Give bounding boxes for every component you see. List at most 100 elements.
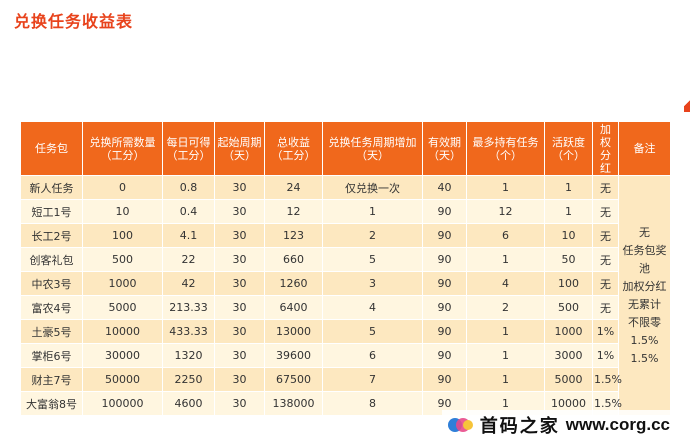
- cell-exchange-cost: 5000: [82, 295, 163, 320]
- note-line: 不限零: [628, 315, 661, 329]
- cell-start-period: 30: [214, 223, 265, 248]
- cell-weighted-dividend: 1%: [592, 319, 619, 344]
- cell-activity: 50: [544, 247, 593, 272]
- cell-total-earn: 12: [264, 199, 323, 224]
- note-line: 1.5%: [630, 351, 659, 365]
- cell-task-pack: 长工2号: [20, 223, 83, 248]
- cell-valid-days: 90: [422, 295, 467, 320]
- cell-task-pack: 土豪5号: [20, 319, 83, 344]
- cell-total-earn: 13000: [264, 319, 323, 344]
- cell-start-period: 30: [214, 271, 265, 296]
- cell-weighted-dividend: 无: [592, 199, 619, 224]
- cell-period-increase: 6: [322, 343, 423, 368]
- cell-max-hold: 1: [466, 175, 545, 200]
- table-row: 土豪5号 10000 433.33 30 13000 5 90 1 1000 1%: [20, 319, 671, 344]
- watermark-logo-icon: [447, 416, 474, 434]
- note-line: 无累计: [628, 297, 661, 311]
- header-notes: 备注: [618, 121, 671, 176]
- cell-weighted-dividend: 1.5%: [592, 367, 622, 392]
- note-line: 1.5%: [630, 333, 659, 347]
- cell-valid-days: 90: [422, 319, 467, 344]
- note-line: 任务包奖池: [622, 243, 667, 275]
- cell-activity: 3000: [544, 343, 593, 368]
- table-row: 富农4号 5000 213.33 30 6400 4 90 2 500 无: [20, 295, 671, 320]
- header-max-hold: 最多持有任务（个）: [466, 121, 545, 176]
- cell-activity: 5000: [544, 367, 593, 392]
- cell-valid-days: 90: [422, 247, 467, 272]
- cell-daily-earn: 42: [162, 271, 215, 296]
- cell-daily-earn: 22: [162, 247, 215, 272]
- table-row: 掌柜6号 30000 1320 30 39600 6 90 1 3000 1%: [20, 343, 671, 368]
- cell-total-earn: 67500: [264, 367, 323, 392]
- cell-task-pack: 掌柜6号: [20, 343, 83, 368]
- cell-weighted-dividend: 无: [592, 247, 619, 272]
- cell-valid-days: 90: [422, 199, 467, 224]
- cell-weighted-dividend: 无: [592, 295, 619, 320]
- cell-exchange-cost: 100: [82, 223, 163, 248]
- cell-start-period: 30: [214, 391, 265, 416]
- header-valid-days: 有效期（天）: [422, 121, 467, 176]
- cell-daily-earn: 1320: [162, 343, 215, 368]
- cell-max-hold: 1: [466, 319, 545, 344]
- cell-exchange-cost: 50000: [82, 367, 163, 392]
- cell-start-period: 30: [214, 175, 265, 200]
- cell-max-hold: 2: [466, 295, 545, 320]
- cell-period-increase: 4: [322, 295, 423, 320]
- cell-daily-earn: 4.1: [162, 223, 215, 248]
- cell-total-earn: 6400: [264, 295, 323, 320]
- cell-exchange-cost: 30000: [82, 343, 163, 368]
- cell-total-earn: 138000: [264, 391, 323, 416]
- cell-start-period: 30: [214, 295, 265, 320]
- cell-weighted-dividend: 无: [592, 223, 619, 248]
- cell-task-pack: 短工1号: [20, 199, 83, 224]
- header-start-period: 起始周期（天）: [214, 121, 265, 176]
- cell-task-pack: 财主7号: [20, 367, 83, 392]
- cell-max-hold: 6: [466, 223, 545, 248]
- header-task-pack: 任务包: [20, 121, 83, 176]
- cell-total-earn: 123: [264, 223, 323, 248]
- header-activity: 活跃度（个）: [544, 121, 593, 176]
- watermark-site-url: www.corg.cc: [565, 415, 670, 434]
- table-row: 中农3号 1000 42 30 1260 3 90 4 100 无: [20, 271, 671, 296]
- cell-period-increase: 2: [322, 223, 423, 248]
- cell-max-hold: 1: [466, 343, 545, 368]
- cell-daily-earn: 0.8: [162, 175, 215, 200]
- cell-exchange-cost: 10: [82, 199, 163, 224]
- cell-valid-days: 90: [422, 223, 467, 248]
- cell-valid-days: 90: [422, 367, 467, 392]
- cell-start-period: 30: [214, 343, 265, 368]
- cell-start-period: 30: [214, 319, 265, 344]
- earnings-table-wrapper: 任务包 兑换所需数量（工分） 每日可得（工分） 起始周期（天） 总收益（工分） …: [20, 121, 671, 416]
- cell-activity: 100: [544, 271, 593, 296]
- cell-valid-days: 40: [422, 175, 467, 200]
- cell-exchange-cost: 10000: [82, 319, 163, 344]
- earnings-table: 任务包 兑换所需数量（工分） 每日可得（工分） 起始周期（天） 总收益（工分） …: [20, 121, 671, 416]
- site-watermark: 首码之家 www.corg.cc: [441, 410, 676, 440]
- cell-task-pack: 中农3号: [20, 271, 83, 296]
- cell-start-period: 30: [214, 247, 265, 272]
- cell-daily-earn: 2250: [162, 367, 215, 392]
- cell-period-increase: 5: [322, 319, 423, 344]
- cell-period-increase: 1: [322, 199, 423, 224]
- cell-weighted-dividend: 1%: [592, 343, 619, 368]
- cell-valid-days: 90: [422, 343, 467, 368]
- cell-task-pack: 新人任务: [20, 175, 83, 200]
- cell-start-period: 30: [214, 199, 265, 224]
- cell-max-hold: 4: [466, 271, 545, 296]
- cell-max-hold: 1: [466, 367, 545, 392]
- cell-task-pack: 大富翁8号: [20, 391, 83, 416]
- cell-daily-earn: 0.4: [162, 199, 215, 224]
- cell-total-earn: 1260: [264, 271, 323, 296]
- cell-activity: 500: [544, 295, 593, 320]
- cell-daily-earn: 4600: [162, 391, 215, 416]
- cell-weighted-dividend: 无: [592, 175, 619, 200]
- cell-activity: 1000: [544, 319, 593, 344]
- table-header-row: 任务包 兑换所需数量（工分） 每日可得（工分） 起始周期（天） 总收益（工分） …: [20, 121, 671, 176]
- header-exchange-cost: 兑换所需数量（工分）: [82, 121, 163, 176]
- note-line: 加权分红: [622, 279, 667, 293]
- cell-exchange-cost: 500: [82, 247, 163, 272]
- cell-total-earn: 660: [264, 247, 323, 272]
- header-daily-earn: 每日可得（工分）: [162, 121, 215, 176]
- cell-period-increase: 仅兑换一次: [322, 175, 423, 200]
- notes-cell: 无任务包奖池 加权分红 无累计 不限零 1.5% 1.5%: [618, 175, 671, 416]
